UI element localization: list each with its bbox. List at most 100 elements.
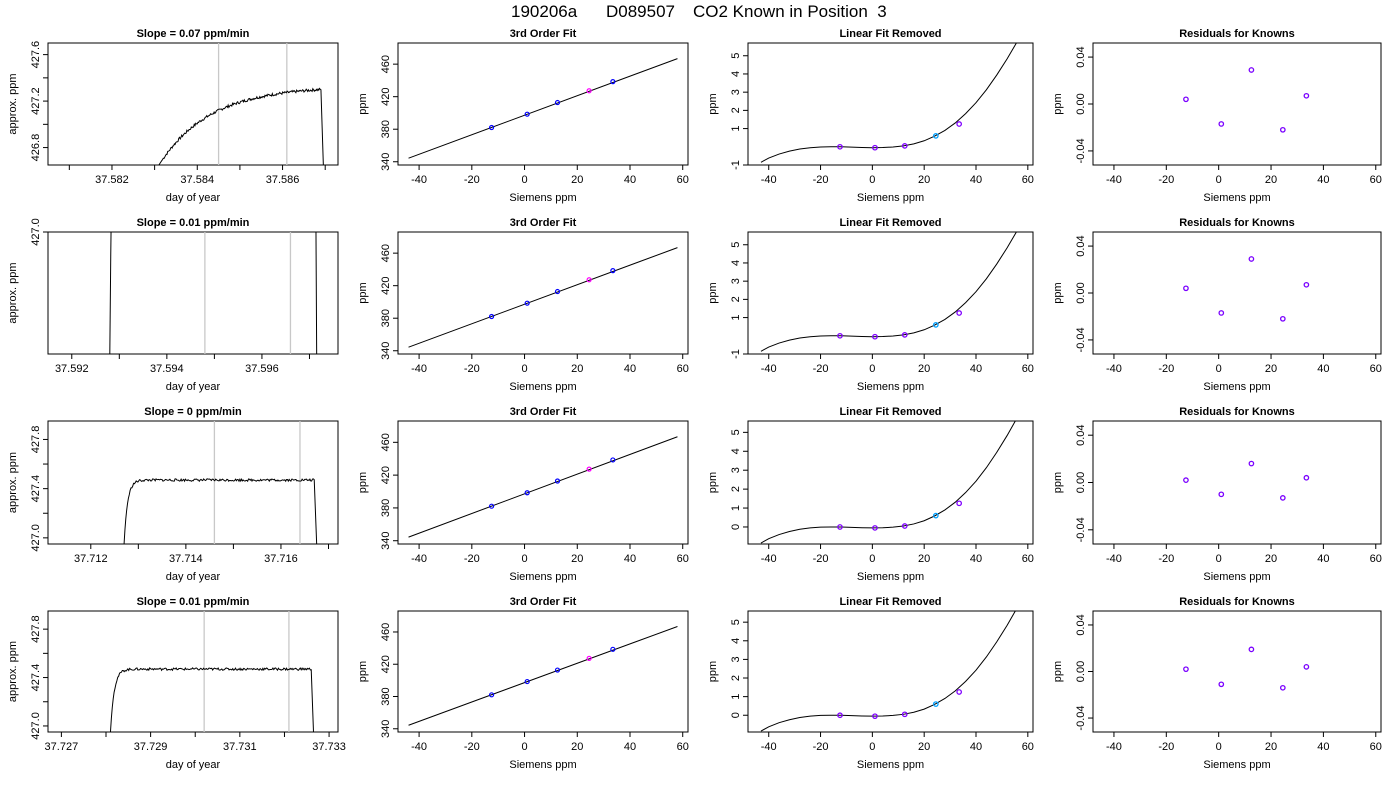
residual-point	[1303, 474, 1310, 481]
y-tick-label: 5	[730, 53, 742, 59]
figure-title-tank: D089507	[606, 2, 676, 21]
y-tick-label: 1	[730, 315, 742, 321]
panel-fit-row-3: 3rd Order Fit -40 -20 0 20 40 60 340 380 420 460 Si…	[357, 406, 689, 583]
fit-curve	[760, 421, 1016, 544]
y-tick-label: 0.00	[1075, 472, 1087, 493]
x-axis-label: Siemens ppm	[857, 381, 924, 393]
x-tick-label: 60	[677, 553, 689, 565]
x-axis-label: Siemens ppm	[1203, 759, 1270, 771]
panel-title: Residuals for Knowns	[1179, 28, 1295, 40]
plot-area	[408, 436, 678, 538]
x-tick-label: 40	[970, 553, 982, 565]
y-axis-label: ppm	[357, 282, 369, 303]
plot-frame	[1092, 42, 1382, 166]
y-tick-label: 4	[730, 260, 742, 266]
residual-point	[1183, 96, 1189, 103]
y-axis-label: ppm	[707, 282, 719, 303]
x-tick-label: -20	[1158, 553, 1174, 565]
plot-frame	[747, 610, 1034, 733]
x-tick-label: -40	[411, 553, 427, 565]
fit-curve	[760, 232, 1017, 352]
x-tick-label: 0	[1216, 741, 1222, 753]
y-tick-label: -0.04	[1075, 705, 1087, 730]
x-axis-label: day of year	[166, 759, 221, 771]
x-tick-label: 20	[918, 174, 930, 186]
data-point	[901, 711, 908, 718]
data-point	[554, 99, 561, 106]
panel-title: Slope = 0.01 ppm/min	[137, 217, 250, 229]
x-tick-label: 40	[624, 174, 636, 186]
y-tick-label: 427.4	[30, 664, 42, 692]
x-tick-label: -20	[813, 174, 829, 186]
panel-lin-row-3: Linear Fit Removed -40 -20 0 20 40 60 0 1 2 3 4 5 Sie…	[707, 406, 1034, 583]
x-tick-label: -20	[464, 174, 480, 186]
data-point	[610, 457, 616, 463]
figure-title-text: CO2 Known in Position 3	[693, 2, 887, 21]
x-tick-label: 40	[970, 741, 982, 753]
y-axis-label: ppm	[1052, 93, 1064, 114]
x-tick-label: 60	[1022, 363, 1034, 375]
y-tick-label: 5	[730, 242, 742, 248]
y-axis-label: approx. ppm	[7, 262, 19, 323]
plot-frame	[1092, 610, 1382, 733]
x-tick-label: -40	[761, 174, 777, 186]
x-tick-label: -40	[761, 553, 777, 565]
y-axis-label: ppm	[707, 93, 719, 114]
plot-area	[760, 611, 1016, 732]
y-tick-label: 2	[730, 107, 742, 113]
x-tick-label: 40	[1317, 174, 1329, 186]
y-tick-label: -1	[730, 160, 742, 170]
plot-area	[1183, 256, 1310, 322]
data-point	[488, 692, 495, 698]
data-point	[901, 143, 908, 149]
y-axis-label: ppm	[707, 661, 719, 682]
panel-time-row-1: Slope = 0.07 ppm/min 37.582 37.584 37.586 42…	[7, 28, 339, 204]
y-tick-label: 420	[380, 655, 392, 673]
residual-point	[1248, 67, 1255, 73]
x-tick-label: -20	[1158, 174, 1174, 186]
x-tick-label: 20	[1265, 174, 1277, 186]
data-point	[524, 490, 530, 496]
x-tick-label: -40	[761, 741, 777, 753]
plot-area	[109, 611, 314, 732]
y-tick-label: 427.4	[30, 475, 42, 503]
y-tick-label: 0.00	[1075, 282, 1087, 303]
data-point	[872, 525, 878, 531]
y-tick-label: 427.6	[30, 41, 42, 69]
x-tick-label: 20	[571, 741, 583, 753]
y-axis-label: approx. ppm	[7, 73, 19, 134]
x-tick-label: 0	[521, 553, 527, 565]
y-axis-label: ppm	[1052, 472, 1064, 493]
y-tick-label: -1	[730, 349, 742, 359]
x-tick-label: 0	[521, 174, 527, 186]
x-tick-label: -20	[813, 553, 829, 565]
plot-frame	[397, 420, 689, 545]
y-tick-label: 0.00	[1075, 661, 1087, 682]
residual-point	[1303, 92, 1310, 99]
residual-point	[1248, 646, 1255, 653]
panel-title: Slope = 0.07 ppm/min	[137, 28, 250, 40]
x-tick-label: -20	[464, 363, 480, 375]
residual-point	[1279, 315, 1286, 322]
x-tick-label: 20	[918, 741, 930, 753]
x-tick-label: 37.592	[55, 363, 89, 375]
x-tick-label: 0	[521, 741, 527, 753]
data-point	[837, 524, 843, 530]
data-point	[956, 121, 963, 127]
residual-point	[1303, 281, 1310, 288]
x-tick-label: -20	[464, 553, 480, 565]
plot-area	[109, 232, 318, 354]
x-tick-label: -40	[411, 363, 427, 375]
x-tick-label: 20	[1265, 363, 1277, 375]
x-axis-label: Siemens ppm	[1203, 192, 1270, 204]
data-point	[837, 712, 843, 719]
plot-frame	[1092, 231, 1382, 355]
y-axis-label: ppm	[357, 93, 369, 114]
x-tick-label: 60	[677, 741, 689, 753]
x-tick-label: 20	[571, 553, 583, 565]
residual-point	[1183, 477, 1189, 483]
plot-area	[1183, 646, 1310, 691]
data-point	[554, 667, 561, 673]
y-tick-label: 4	[730, 448, 742, 454]
plot-area	[760, 421, 1016, 544]
